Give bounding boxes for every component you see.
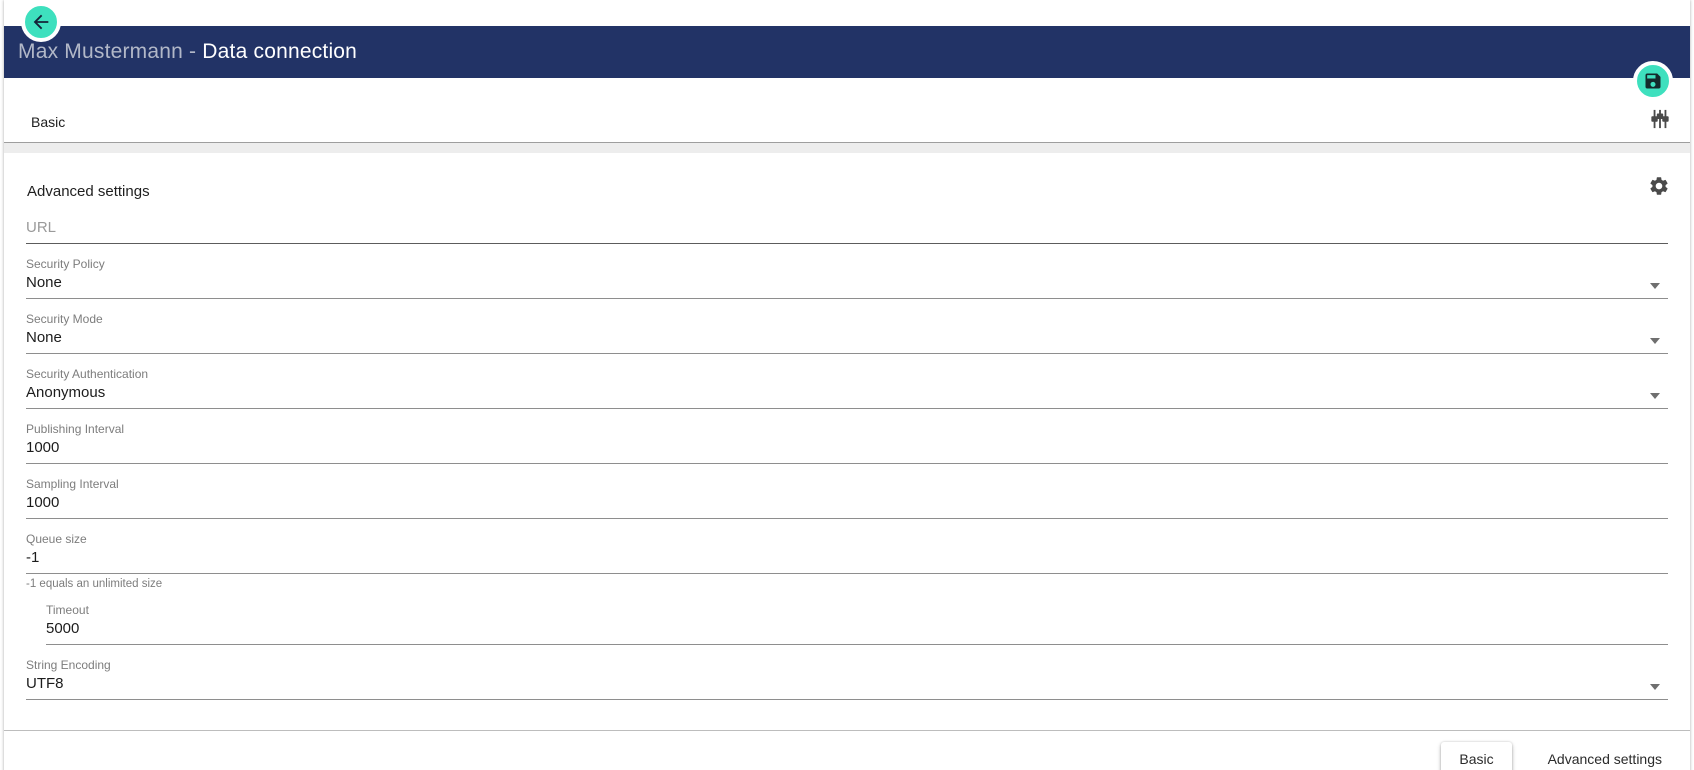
field-label: Timeout	[46, 603, 89, 617]
arrow-back-icon	[30, 11, 52, 33]
timeout-input[interactable]	[46, 619, 1668, 638]
page-container: Max Mustermann - Data connection Basic A…	[4, 0, 1690, 770]
app-toolbar: Max Mustermann - Data connection	[4, 26, 1690, 78]
selected-value: UTF8	[26, 675, 64, 692]
field-label: Publishing Interval	[26, 422, 125, 436]
sampling-interval-input[interactable]	[26, 493, 1668, 512]
publishing-interval-input[interactable]	[26, 438, 1668, 457]
field-timeout: Timeout	[46, 603, 1668, 645]
field-label: Sampling Interval	[26, 477, 119, 491]
field-security-policy: Security Policy None	[26, 257, 1668, 299]
basic-section-header[interactable]: Basic	[4, 78, 1690, 143]
footer-actions: Basic Advanced settings	[4, 730, 1690, 770]
connection-name: Max Mustermann -	[18, 40, 197, 63]
field-publishing-interval: Publishing Interval	[26, 422, 1668, 464]
top-strip	[4, 0, 1690, 26]
string-encoding-select[interactable]: UTF8	[26, 673, 1668, 700]
chevron-down-icon[interactable]	[1650, 393, 1660, 399]
field-hint: -1 equals an unlimited size	[26, 578, 163, 590]
save-icon	[1643, 71, 1663, 91]
security-policy-select[interactable]: None	[26, 272, 1668, 299]
save-button[interactable]	[1633, 61, 1673, 101]
page-title: Max Mustermann - Data connection	[18, 40, 357, 64]
field-security-mode: Security Mode None	[26, 312, 1668, 354]
field-label: String Encoding	[26, 658, 111, 672]
back-button[interactable]	[21, 2, 61, 42]
footer-basic-button[interactable]: Basic	[1441, 742, 1512, 770]
chevron-down-icon[interactable]	[1650, 338, 1660, 344]
url-input-wrap[interactable]	[26, 218, 1668, 244]
sampling-interval-input-wrap[interactable]	[26, 492, 1668, 519]
advanced-settings-card: Advanced settings Security PolicyNoneSec…	[10, 153, 1684, 730]
advanced-settings-title: Advanced settings	[27, 183, 150, 200]
chevron-down-icon[interactable]	[1650, 283, 1660, 289]
url-input[interactable]	[26, 218, 1668, 237]
field-label: Queue size	[26, 532, 87, 546]
security-authentication-select[interactable]: Anonymous	[26, 382, 1668, 409]
field-security-authentication: Security Authentication Anonymous	[26, 367, 1668, 409]
queue-size-input[interactable]	[26, 548, 1668, 567]
field-label: Security Policy	[26, 257, 105, 271]
field-sampling-interval: Sampling Interval	[26, 477, 1668, 519]
selected-value: None	[26, 274, 62, 291]
chevron-down-icon[interactable]	[1650, 684, 1660, 690]
queue-size-input-wrap[interactable]	[26, 547, 1668, 574]
field-url	[26, 218, 1668, 244]
security-mode-select[interactable]: None	[26, 327, 1668, 354]
field-label: Security Authentication	[26, 367, 149, 381]
field-label: Security Mode	[26, 312, 103, 326]
timeout-input-wrap[interactable]	[46, 618, 1668, 645]
field-queue-size: Queue size	[26, 532, 1668, 574]
gear-icon[interactable]	[1648, 175, 1670, 197]
footer-advanced-settings-button[interactable]: Advanced settings	[1530, 742, 1680, 770]
selected-value: None	[26, 329, 62, 346]
basic-section-title: Basic	[31, 114, 66, 130]
section-divider-gap	[4, 143, 1690, 153]
tune-sliders-icon[interactable]	[1650, 108, 1670, 130]
field-string-encoding: String Encoding UTF8	[26, 658, 1668, 700]
selected-value: Anonymous	[26, 384, 106, 401]
page-type-label: Data connection	[202, 40, 358, 63]
publishing-interval-input-wrap[interactable]	[26, 437, 1668, 464]
